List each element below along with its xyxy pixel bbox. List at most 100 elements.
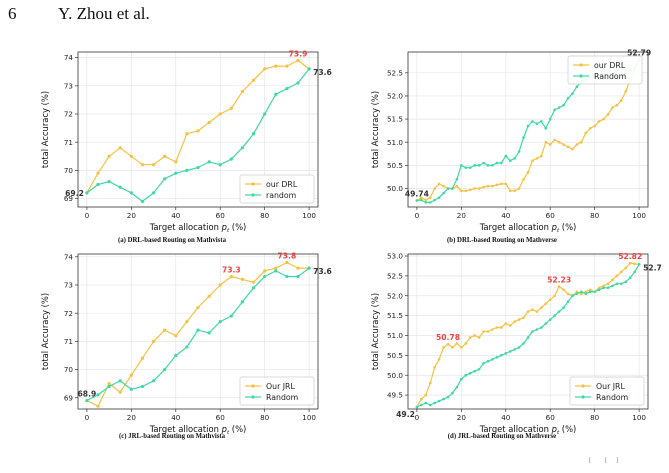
data-point-our-jrl [437, 358, 441, 361]
data-point-random [597, 288, 601, 292]
data-point-random [140, 199, 145, 203]
data-point-random [468, 166, 472, 169]
data-point-random [602, 286, 605, 290]
chart-d-svg: 49.5 50.0 50.5 51.0 51.5 52.0 52.5 53.0 0 20 40 60 8… [370, 252, 662, 436]
data-point-random [455, 385, 459, 389]
chart-b-svg: 50.0 50.5 51.0 51.5 52.0 52.5 0 20 40 60 80 100 Targ… [370, 48, 651, 234]
data-point-our-jrl [553, 294, 556, 298]
data-point-our-jrl [540, 306, 543, 309]
legend-swatch-marker [581, 384, 585, 388]
data-point-our-jrl [251, 280, 256, 284]
x-tick-label: 80 [260, 413, 270, 422]
data-point-random [424, 201, 428, 204]
legend-label: our DRL [594, 61, 626, 70]
data-point-random [620, 282, 623, 286]
data-point-random [251, 132, 256, 136]
running-header-author: Y. Zhou et al. [58, 4, 150, 23]
legend-label: Random [594, 72, 626, 81]
data-point-random [442, 191, 445, 195]
data-point-random [129, 387, 133, 391]
data-point-our-jrl [606, 282, 610, 286]
x-tick-label: 100 [302, 413, 316, 422]
data-point-our-drl [566, 145, 570, 149]
data-point-random [96, 182, 100, 187]
data-point-our-jrl [508, 324, 512, 327]
data-point-our-drl [615, 103, 619, 107]
x-tick-label: 20 [127, 413, 137, 422]
x-tick-label: 100 [632, 211, 646, 220]
data-point-our-drl [251, 78, 256, 82]
data-point-random [263, 274, 267, 279]
data-point-our-jrl [473, 334, 476, 337]
x-tick-label: 40 [501, 413, 511, 422]
data-point-random [455, 177, 459, 181]
x-tick-label: 60 [216, 211, 226, 220]
data-point-our-jrl [482, 330, 485, 333]
data-point-random [140, 384, 145, 389]
data-point-our-drl [593, 124, 596, 128]
data-point-random [535, 122, 539, 126]
data-point-our-drl [428, 196, 432, 200]
data-point-random [118, 379, 122, 383]
data-annotation: 52.82 [618, 252, 642, 261]
data-point-our-drl [96, 171, 100, 175]
data-annotation: 50.78 [436, 333, 460, 342]
data-point-random [296, 274, 300, 279]
x-tick-label: 60 [216, 413, 226, 422]
data-point-random [285, 87, 289, 91]
data-point-our-drl [163, 154, 167, 158]
data-point-random [531, 330, 534, 333]
data-point-our-drl [553, 138, 556, 142]
data-point-our-drl [624, 90, 628, 93]
data-point-our-drl [296, 58, 300, 63]
data-point-random [628, 276, 632, 280]
data-point-random [495, 356, 499, 359]
data-annotation: 73.8 [278, 251, 297, 260]
data-point-random [468, 371, 472, 375]
data-point-our-jrl [140, 356, 145, 360]
data-point-our-jrl [96, 404, 100, 408]
data-point-random [185, 168, 189, 172]
data-point-our-jrl [296, 266, 300, 270]
data-point-our-drl [464, 189, 468, 193]
legend-box [239, 174, 315, 204]
data-point-our-jrl [107, 382, 111, 386]
data-point-our-jrl [575, 290, 579, 294]
page-number: 6 [8, 4, 17, 23]
caption-b: (b) DRL-based Routing on Mathverse [447, 237, 557, 244]
x-tick-label: 0 [85, 211, 90, 220]
x-tick-label: 0 [415, 211, 420, 220]
legend-label: Our JRL [266, 382, 295, 391]
y-tick-label: 49.5 [387, 391, 403, 400]
data-point-random [633, 270, 636, 274]
legend-label: Random [266, 393, 298, 402]
data-point-random [575, 85, 579, 89]
data-point-our-jrl [433, 365, 436, 369]
data-point-our-jrl [185, 320, 189, 324]
data-point-our-drl [218, 112, 222, 116]
data-point-our-jrl [602, 284, 605, 288]
data-point-random [218, 163, 222, 167]
data-point-random [229, 314, 233, 318]
data-point-random [433, 198, 436, 202]
data-point-our-jrl [548, 298, 552, 302]
data-point-our-jrl [424, 393, 428, 397]
data-point-our-drl [575, 143, 579, 146]
data-point-random [517, 150, 521, 153]
data-point-random [185, 345, 189, 349]
data-point-our-jrl [562, 288, 565, 292]
data-point-our-drl [495, 183, 499, 187]
data-point-our-jrl [580, 292, 583, 296]
y-tick-label: 51.0 [387, 138, 403, 147]
legend-swatch-marker [251, 193, 255, 197]
data-point-random [562, 103, 565, 107]
data-point-random [504, 154, 508, 158]
data-point-random [218, 320, 222, 324]
data-point-our-drl [584, 131, 588, 135]
data-point-random [251, 286, 256, 290]
data-point-random [451, 391, 454, 395]
data-point-random [446, 187, 450, 190]
data-point-our-jrl [517, 318, 521, 321]
x-tick-label: 100 [632, 413, 646, 422]
x-tick-label: 0 [85, 413, 90, 422]
